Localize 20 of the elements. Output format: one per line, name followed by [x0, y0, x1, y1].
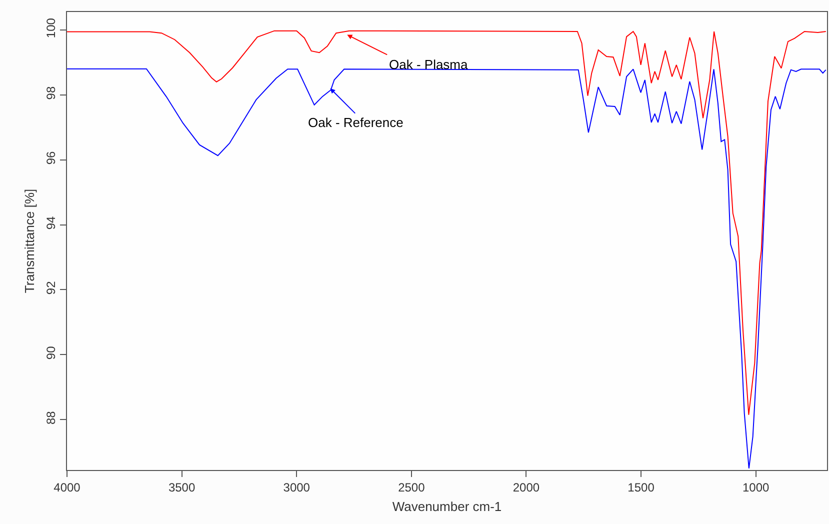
y-tick-label: 94 — [44, 216, 58, 230]
x-tick-label: 2500 — [398, 480, 426, 494]
x-tick-label: 1000 — [742, 480, 770, 494]
y-tick-label: 98 — [44, 86, 58, 100]
x-axis-title: Wavenumber cm-1 — [392, 499, 502, 514]
line-series — [67, 30, 826, 416]
x-tick-label: 3000 — [283, 480, 310, 494]
line-series — [67, 68, 826, 469]
x-tick-label: 3500 — [168, 480, 196, 494]
y-tick-label: 100 — [44, 18, 58, 38]
annotation: Oak - Plasma — [389, 57, 469, 72]
y-tick-label: 96 — [44, 150, 58, 165]
y-tick-label: 92 — [44, 280, 58, 295]
annotation: Oak - Reference — [308, 115, 404, 130]
x-tick-label: 1500 — [628, 480, 655, 494]
y-axis-title: Transmittance [%] — [22, 188, 38, 294]
y-tick-label: 88 — [44, 410, 58, 425]
y-tick-label: 90 — [44, 346, 58, 360]
x-tick-label: 4000 — [54, 480, 81, 494]
x-tick-label: 2000 — [512, 480, 540, 494]
